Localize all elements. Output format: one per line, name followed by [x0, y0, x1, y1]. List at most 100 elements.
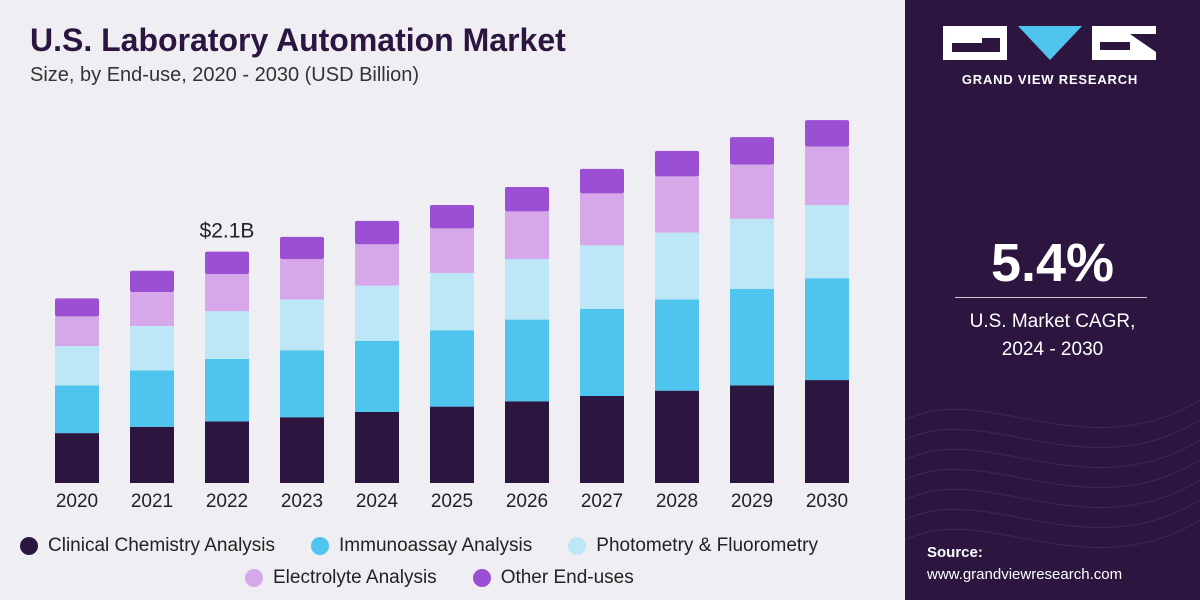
- cagr-divider: [955, 297, 1147, 298]
- legend-label-photometry: Photometry & Fluorometry: [596, 535, 819, 556]
- x-tick-label-2029: 2029: [731, 491, 773, 512]
- bar-segment-2025-clinical-chemistry-analysis: [430, 406, 474, 483]
- bar-segment-2022-electrolyte-analysis: [205, 273, 249, 312]
- bar-segment-2028-other-end-uses: [655, 150, 699, 177]
- bar-segment-2026-photometry-fluorometry: [505, 259, 549, 320]
- bar-segment-2023-other-end-uses: [280, 236, 324, 260]
- bar-segment-2021-clinical-chemistry-analysis: [130, 426, 174, 483]
- x-tick-label-2030: 2030: [806, 491, 848, 512]
- legend-label-other: Other End-uses: [500, 567, 634, 588]
- x-tick-label-2023: 2023: [281, 491, 323, 512]
- bar-segment-2022-other-end-uses: [205, 251, 249, 274]
- bar-segment-2023-clinical-chemistry-analysis: [280, 417, 324, 483]
- bar-segment-2020-immunoassay-analysis: [55, 385, 99, 434]
- bar-segment-2029-immunoassay-analysis: [730, 288, 774, 386]
- bar-segment-2030-clinical-chemistry-analysis: [805, 380, 849, 483]
- bar-segment-2023-electrolyte-analysis: [280, 259, 324, 300]
- bar-segment-2027-photometry-fluorometry: [580, 245, 624, 309]
- brand-logo: GRAND VIEW RESEARCH: [940, 22, 1160, 92]
- bar-segment-2028-clinical-chemistry-analysis: [655, 390, 699, 483]
- x-tick-label-2025: 2025: [431, 491, 473, 512]
- bar-segment-2026-clinical-chemistry-analysis: [505, 401, 549, 483]
- bar-segment-2030-immunoassay-analysis: [805, 278, 849, 381]
- bar-segment-2027-electrolyte-analysis: [580, 193, 624, 246]
- bar-segment-2026-other-end-uses: [505, 186, 549, 212]
- x-tick-label-2020: 2020: [56, 491, 98, 512]
- cagr-label-line1: U.S. Market CAGR,: [969, 311, 1136, 332]
- bar-segment-2021-immunoassay-analysis: [130, 370, 174, 427]
- bar-segment-2026-electrolyte-analysis: [505, 211, 549, 260]
- source-label: Source:: [927, 544, 983, 561]
- bar-segment-2020-photometry-fluorometry: [55, 346, 99, 386]
- x-tick-label-2026: 2026: [506, 491, 548, 512]
- bar-segment-2027-clinical-chemistry-analysis: [580, 395, 624, 483]
- legend-swatch-other: [472, 569, 491, 587]
- annotation-2022: $2.1B: [200, 220, 255, 243]
- decorative-wave-lines: [905, 399, 1200, 549]
- bar-segment-2022-photometry-fluorometry: [205, 311, 249, 359]
- bar-segment-2020-clinical-chemistry-analysis: [55, 433, 99, 483]
- x-tick-label-2022: 2022: [206, 491, 248, 512]
- chart-title: U.S. Laboratory Automation Market: [30, 22, 566, 58]
- source-url: www.grandviewresearch.com: [927, 566, 1123, 583]
- legend-item-other: Other End-uses: [472, 567, 634, 589]
- bar-segment-2027-immunoassay-analysis: [580, 308, 624, 396]
- bar-segment-2024-photometry-fluorometry: [355, 285, 399, 341]
- chart-legend: Clinical Chemistry Analysis Immunoassay …: [20, 532, 900, 592]
- bar-segment-2029-other-end-uses: [730, 137, 774, 165]
- x-tick-label-2027: 2027: [581, 491, 623, 512]
- bar-segment-2024-other-end-uses: [355, 220, 399, 245]
- insight-sidebar: GRAND VIEW RESEARCH 5.4% U.S. Market CAG…: [905, 0, 1200, 600]
- bar-segment-2025-electrolyte-analysis: [430, 228, 474, 273]
- bar-segment-2022-clinical-chemistry-analysis: [205, 421, 249, 483]
- legend-row-2: Electrolyte Analysis Other End-uses: [20, 564, 900, 592]
- bar-segment-2024-clinical-chemistry-analysis: [355, 411, 399, 483]
- bar-segment-2023-immunoassay-analysis: [280, 350, 324, 418]
- bar-segment-2024-immunoassay-analysis: [355, 340, 399, 412]
- legend-swatch-immunoassay: [311, 537, 330, 555]
- legend-label-electrolyte: Electrolyte Analysis: [273, 567, 437, 588]
- bar-segment-2024-electrolyte-analysis: [355, 244, 399, 286]
- bar-segment-2021-photometry-fluorometry: [130, 325, 174, 371]
- legend-swatch-photometry: [568, 537, 587, 555]
- bar-segment-2025-immunoassay-analysis: [430, 330, 474, 407]
- bar-segment-2022-immunoassay-analysis: [205, 358, 249, 422]
- legend-label-clinical-chemistry: Clinical Chemistry Analysis: [48, 535, 276, 556]
- cagr-label: U.S. Market CAGR, 2024 - 2030: [905, 308, 1200, 364]
- legend-label-immunoassay: Immunoassay Analysis: [339, 535, 533, 556]
- bar-segment-2023-photometry-fluorometry: [280, 299, 324, 351]
- bar-segment-2025-other-end-uses: [430, 204, 474, 229]
- bar-segment-2029-electrolyte-analysis: [730, 164, 774, 219]
- logo-mark-icon: [943, 26, 1156, 60]
- bar-segment-2025-photometry-fluorometry: [430, 272, 474, 331]
- bar-segment-2020-electrolyte-analysis: [55, 316, 99, 347]
- legend-item-electrolyte: Electrolyte Analysis: [245, 567, 437, 589]
- bar-segment-2028-electrolyte-analysis: [655, 176, 699, 233]
- stacked-bar-chart: 2020 2021 2022 $2.1B 2023 2024 2025 2026 2027 202…: [55, 120, 849, 512]
- bar-segment-2027-other-end-uses: [580, 168, 624, 194]
- cagr-value: 5.4%: [990, 233, 1115, 293]
- bar-segment-2030-other-end-uses: [805, 120, 849, 147]
- bar-segment-2021-other-end-uses: [130, 270, 174, 292]
- cagr-label-line2: 2024 - 2030: [1001, 339, 1104, 360]
- chart-panel: U.S. Laboratory Automation Market Size, …: [20, 22, 900, 592]
- legend-item-clinical-chemistry: Clinical Chemistry Analysis: [20, 535, 275, 557]
- bar-segment-2028-photometry-fluorometry: [655, 232, 699, 300]
- bar-segment-2020-other-end-uses: [55, 298, 99, 317]
- x-tick-label-2028: 2028: [656, 491, 698, 512]
- chart-subtitle: Size, by End-use, 2020 - 2030 (USD Billi…: [30, 64, 420, 86]
- bar-segment-2029-clinical-chemistry-analysis: [730, 385, 774, 483]
- bar-segment-2026-immunoassay-analysis: [505, 319, 549, 402]
- x-tick-label-2021: 2021: [131, 491, 173, 512]
- bar-segment-2029-photometry-fluorometry: [730, 218, 774, 289]
- legend-item-photometry: Photometry & Fluorometry: [568, 535, 818, 557]
- bar-segment-2021-electrolyte-analysis: [130, 292, 174, 326]
- bar-segment-2030-photometry-fluorometry: [805, 204, 849, 279]
- x-tick-label-2024: 2024: [356, 491, 399, 512]
- legend-row-1: Clinical Chemistry Analysis Immunoassay …: [20, 532, 900, 560]
- brand-name: GRAND VIEW RESEARCH: [961, 72, 1139, 87]
- legend-item-immunoassay: Immunoassay Analysis: [311, 535, 532, 557]
- legend-swatch-electrolyte: [245, 569, 263, 587]
- bar-segment-2028-immunoassay-analysis: [655, 299, 699, 391]
- bar-segment-2030-electrolyte-analysis: [805, 146, 849, 205]
